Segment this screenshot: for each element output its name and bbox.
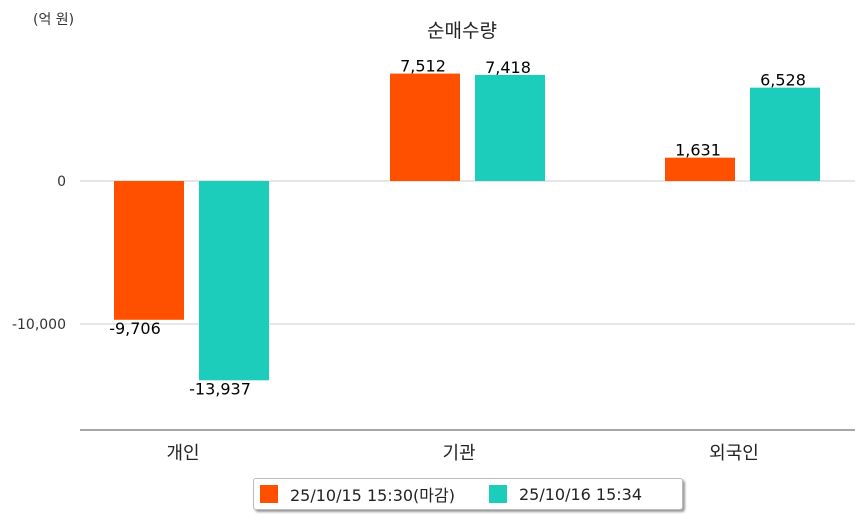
bar-1 [114, 181, 184, 320]
x-tick-label: 외국인 [709, 443, 759, 464]
x-tick-label: 기관 [442, 443, 475, 464]
legend-label: 25/10/16 15:34 [518, 484, 643, 504]
y-tick-label: 0 [57, 174, 66, 190]
legend-item-series-1[interactable]: 25/10/15 15:30(마감) [254, 482, 455, 506]
data-label: 7,418 [485, 58, 531, 77]
bar-2 [199, 181, 269, 381]
data-label: 7,512 [400, 57, 446, 76]
data-label: -13,937 [189, 379, 251, 398]
legend-swatch [488, 485, 507, 503]
bar-2 [750, 87, 820, 181]
y-axis-unit-label: (억 원) [33, 12, 74, 28]
legend-item-series-2[interactable]: 25/10/16 15:34 [483, 485, 642, 504]
data-label: 6,528 [760, 71, 806, 90]
bar-2 [475, 74, 545, 181]
legend: 25/10/15 15:30(마감) 25/10/16 15:34 [253, 478, 683, 510]
legend-label: 25/10/15 15:30(마감) [290, 486, 455, 505]
legend-swatch [260, 485, 278, 503]
data-label: -9,706 [109, 319, 161, 338]
y-tick-label: -10,000 [12, 317, 66, 333]
bar-1 [390, 73, 460, 181]
chart-title: 순매수량 [427, 20, 497, 42]
bar-1 [665, 157, 735, 181]
x-tick-label: 개인 [166, 443, 199, 464]
data-label: 1,631 [675, 141, 721, 160]
